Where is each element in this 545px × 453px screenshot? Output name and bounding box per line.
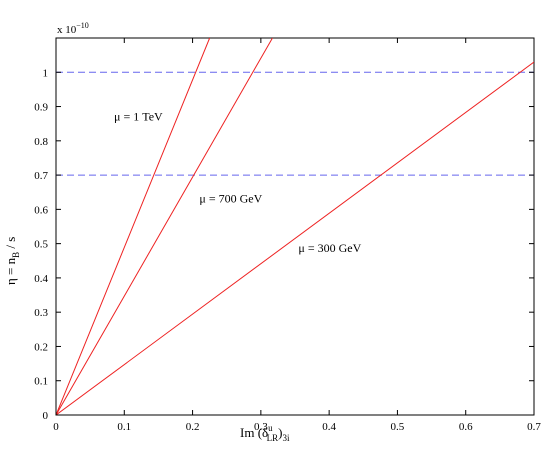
x-tick-label-3: 0.3 bbox=[254, 421, 268, 433]
y-tick-label-9: 0.9 bbox=[34, 102, 48, 114]
y-tick-label-8: 0.8 bbox=[34, 136, 48, 148]
x-tick-label-5: 0.5 bbox=[391, 421, 405, 433]
y-tick-label-1: 0.1 bbox=[34, 376, 48, 388]
y-tick-label-2: 0.2 bbox=[34, 341, 48, 353]
y-tick-label-10: 1 bbox=[43, 67, 49, 79]
y-tick-label-7: 0.7 bbox=[34, 170, 48, 182]
plot-frame bbox=[55, 37, 535, 416]
x-axis-label: Im (δu LR)3i bbox=[240, 423, 290, 443]
y-tick-label-0: 0 bbox=[43, 410, 49, 422]
x-tick-label-4: 0.4 bbox=[322, 421, 336, 433]
y-tick-label-6: 0.6 bbox=[34, 204, 48, 216]
y-tick-label-5: 0.5 bbox=[34, 239, 48, 251]
y-multiplier: x 10−10 bbox=[57, 21, 89, 36]
x-tick-label-1: 0.1 bbox=[117, 421, 131, 433]
series-line-0 bbox=[56, 38, 211, 415]
y-tick-label-4: 0.4 bbox=[34, 273, 48, 285]
y-tick-label-3: 0.3 bbox=[34, 307, 48, 319]
x-tick-label-2: 0.2 bbox=[186, 421, 200, 433]
y-axis-label: η = nB / s bbox=[3, 237, 21, 285]
x-tick-label-7: 0.7 bbox=[527, 421, 541, 433]
series-annotation-2: μ = 300 GeV bbox=[298, 241, 361, 255]
series-line-2 bbox=[56, 61, 534, 415]
series-annotation-1: μ = 700 GeV bbox=[199, 192, 262, 206]
series-line-1 bbox=[56, 38, 273, 415]
x-tick-label-6: 0.6 bbox=[459, 421, 473, 433]
series-annotation-0: μ = 1 TeV bbox=[114, 109, 163, 123]
x-tick-label-0: 0 bbox=[53, 421, 59, 433]
